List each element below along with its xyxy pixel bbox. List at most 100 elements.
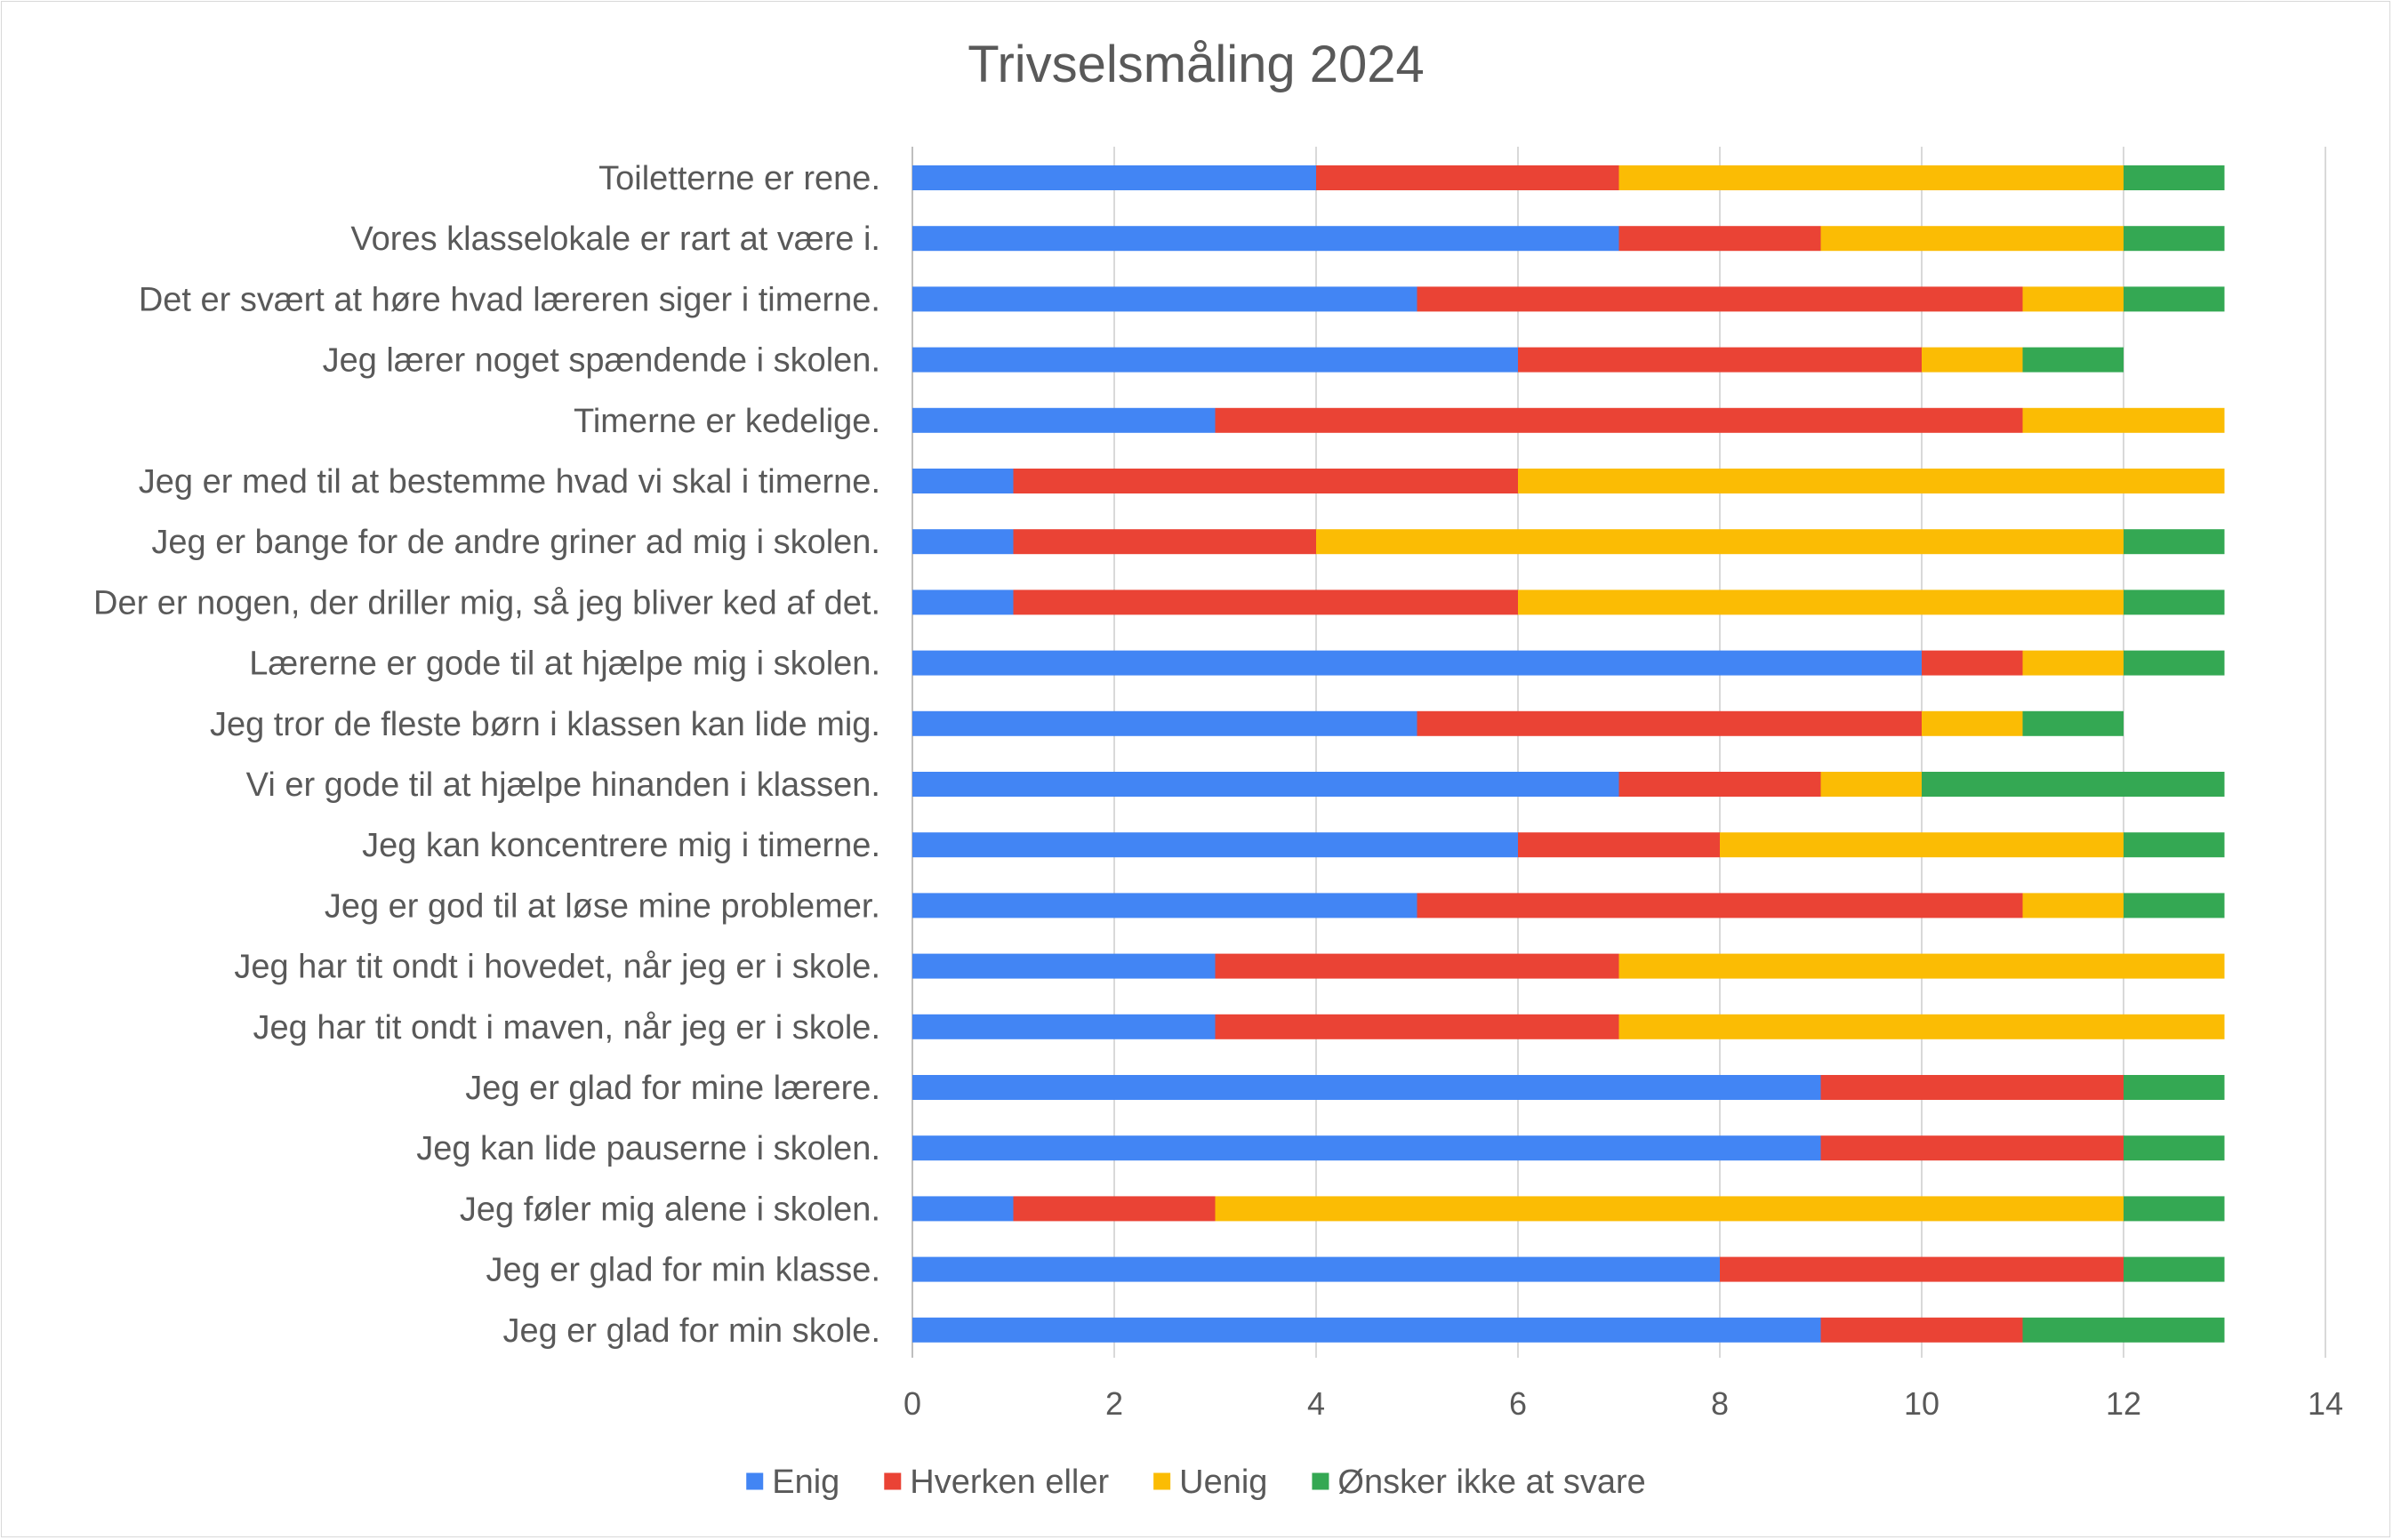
category-label: Vores klasselokale er rart at være i. [350, 221, 880, 258]
category-label: Jeg er med til at bestemme hvad vi skal … [139, 463, 880, 501]
legend-swatch [884, 1472, 902, 1490]
bar-segment-1 [1720, 1256, 2124, 1282]
bar-segment-0 [912, 710, 1417, 736]
bar-segment-0 [912, 893, 1417, 918]
bar-segment-3 [2124, 832, 2225, 858]
category-label: Jeg er bange for de andre griner ad mig … [151, 524, 880, 561]
bar-segment-1 [1518, 832, 1720, 858]
x-tick-label: 10 [1904, 1385, 1939, 1422]
bar-segment-3 [1922, 772, 2225, 797]
bar-segment-1 [1417, 710, 1922, 736]
bar-segment-0 [912, 650, 1922, 676]
bar-segment-2 [2022, 650, 2124, 676]
bar-segment-0 [912, 407, 1216, 433]
bar-segment-2 [2022, 893, 2124, 918]
x-tick-label: 8 [1711, 1385, 1729, 1422]
bar-segment-0 [912, 772, 1619, 797]
bar-segment-1 [1820, 1135, 2124, 1161]
bar-segment-2 [2022, 407, 2225, 433]
category-label: Jeg er glad for min klasse. [486, 1252, 880, 1289]
bar-segment-0 [912, 1075, 1821, 1100]
bar-segment-2 [1922, 710, 2023, 736]
category-label: Timerne er kedelige. [574, 403, 880, 440]
bar-segment-3 [2124, 529, 2225, 555]
gridlines [911, 147, 2326, 1358]
bar-segment-0 [912, 165, 1316, 190]
bar-segment-2 [1518, 469, 2225, 493]
category-label: Toiletterne er rene. [598, 160, 880, 197]
bar-segment-2 [1922, 347, 2023, 373]
legend-label: Ønsker ikke at svare [1337, 1464, 1645, 1501]
legend-swatch [1312, 1472, 1329, 1490]
x-tick-label: 14 [2308, 1385, 2343, 1422]
bar-segment-1 [1013, 469, 1518, 493]
bar-segment-2 [2022, 286, 2124, 312]
bar-segment-2 [1618, 165, 2124, 190]
bar-segment-0 [912, 1135, 1821, 1161]
bar-segment-3 [2124, 1196, 2225, 1222]
bar-segment-3 [2124, 286, 2225, 312]
category-label: Jeg tror de fleste børn i klassen kan li… [210, 706, 880, 743]
bar-segment-0 [912, 1196, 1014, 1222]
x-tick-label: 12 [2106, 1385, 2141, 1422]
bar-segment-2 [1215, 1196, 2124, 1222]
bar-segment-3 [2124, 165, 2225, 190]
bar-segment-3 [2124, 893, 2225, 918]
bar-segment-1 [1316, 165, 1619, 190]
x-tick-label: 2 [1105, 1385, 1123, 1422]
category-label: Lærerne er gode til at hjælpe mig i skol… [249, 646, 880, 683]
category-label: Det er svært at høre hvad læreren siger … [139, 281, 880, 318]
bars [912, 165, 2225, 1343]
bar-segment-3 [2022, 347, 2124, 373]
category-label: Jeg har tit ondt i maven, når jeg er i s… [253, 1009, 880, 1047]
category-label: Jeg er glad for min skole. [502, 1312, 880, 1350]
bar-segment-0 [912, 1014, 1216, 1039]
bar-segment-0 [912, 469, 1014, 493]
bar-segment-2 [1518, 590, 2124, 615]
category-labels: Toiletterne er rene. Vores klasselokale e… [93, 160, 880, 1350]
bar-segment-2 [1618, 1014, 2225, 1039]
legend-label: Uenig [1179, 1464, 1267, 1501]
legend-label: Hverken eller [910, 1464, 1109, 1501]
category-label: Jeg kan lide pauserne i skolen. [416, 1130, 880, 1167]
bar-segment-2 [1720, 832, 2124, 858]
x-tick-labels: 0 2 4 6 8 10 12 14 [903, 1385, 2343, 1422]
bar-segment-3 [2124, 650, 2225, 676]
bar-segment-0 [912, 286, 1417, 312]
category-label: Jeg har tit ondt i hovedet, når jeg er i… [234, 949, 880, 986]
bar-segment-0 [912, 347, 1518, 373]
category-label: Jeg er glad for mine lærere. [465, 1070, 880, 1107]
bar-segment-0 [912, 1317, 1821, 1343]
bar-segment-1 [1013, 1196, 1216, 1222]
x-tick-label: 6 [1509, 1385, 1527, 1422]
bar-segment-1 [1618, 772, 1821, 797]
bar-segment-3 [2124, 226, 2225, 252]
bar-segment-1 [1417, 286, 2023, 312]
category-label: Jeg lærer noget spændende i skolen. [323, 342, 880, 380]
bar-segment-1 [1922, 650, 2023, 676]
bar-segment-3 [2022, 710, 2124, 736]
bar-segment-0 [912, 226, 1619, 252]
bar-segment-1 [1820, 1317, 2023, 1343]
bar-segment-0 [912, 832, 1518, 858]
legend-swatch [746, 1472, 764, 1490]
bar-segment-2 [1820, 772, 1922, 797]
bar-segment-0 [912, 1256, 1720, 1282]
category-label: Der er nogen, der driller mig, så jeg bl… [93, 584, 880, 622]
bar-segment-3 [2124, 1256, 2225, 1282]
legend-label: Enig [772, 1464, 839, 1501]
bar-segment-3 [2124, 1135, 2225, 1161]
bar-segment-0 [912, 590, 1014, 615]
bar-segment-0 [912, 529, 1014, 555]
bar-segment-1 [1215, 953, 1619, 979]
chart-title: Trivselsmåling 2024 [968, 36, 1425, 93]
bar-segment-3 [2124, 1075, 2225, 1100]
bar-segment-1 [1518, 347, 1922, 373]
bar-segment-1 [1820, 1075, 2124, 1100]
bar-segment-1 [1417, 893, 2023, 918]
bar-segment-1 [1618, 226, 1821, 252]
legend-swatch [1153, 1472, 1171, 1490]
x-tick-label: 4 [1307, 1385, 1325, 1422]
x-tick-label: 0 [903, 1385, 921, 1422]
bar-segment-1 [1013, 529, 1316, 555]
